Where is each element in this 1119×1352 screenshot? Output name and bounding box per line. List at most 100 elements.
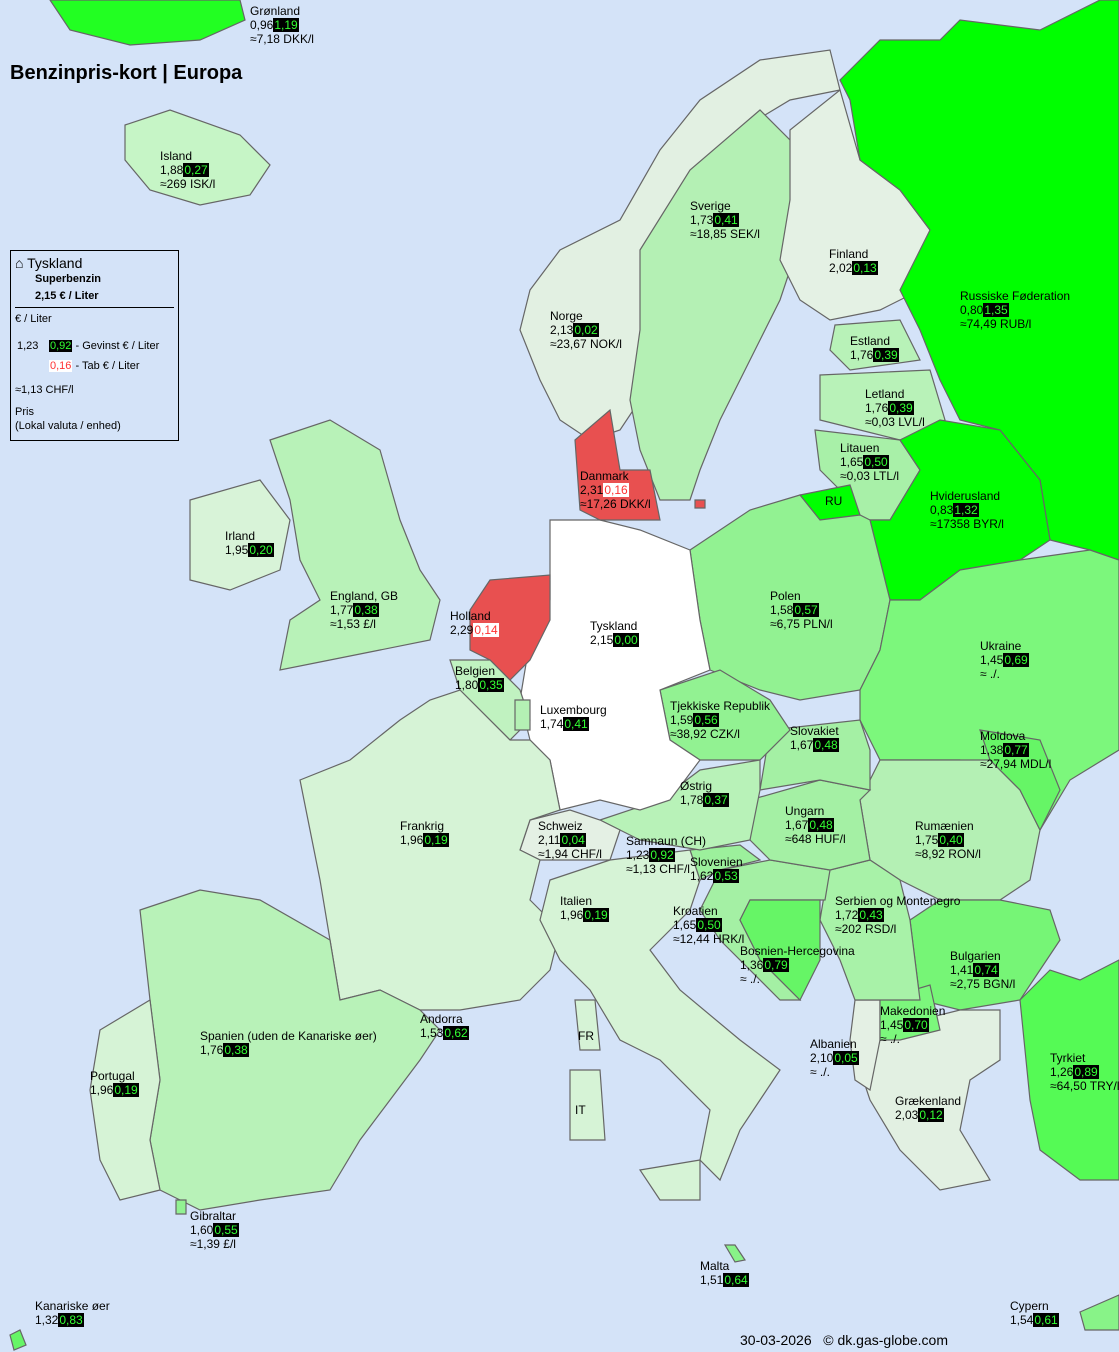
country-label: Frankrig 1,960,19	[400, 819, 449, 847]
price: 1,65	[840, 455, 864, 469]
price: 1,74	[540, 717, 564, 731]
country-label: Kanariske øer 1,320,83	[35, 1299, 110, 1327]
gain-badge: 0,39	[873, 348, 899, 362]
country-cypern[interactable]	[1079, 1294, 1119, 1331]
country-luxembourg[interactable]	[514, 699, 531, 731]
country-label: Finland 2,020,13	[829, 247, 878, 275]
country-name: Island	[160, 149, 193, 163]
legend-price: 2,15 € / Liter	[35, 290, 99, 302]
country-portugal[interactable]	[89, 999, 161, 1201]
country-name: Estland	[850, 334, 891, 348]
price-row: 1,230,92	[626, 848, 706, 862]
country-label: Tjekkiske Republik 1,590,56 ≈38,92 CZK/l	[670, 699, 770, 741]
country-label: Slovenien 1,620,53	[690, 855, 743, 883]
price: 1,26	[1050, 1065, 1074, 1079]
gain-badge: 0,05	[833, 1051, 859, 1065]
gain-badge: 0,64	[723, 1273, 749, 1287]
local-price: ≈38,92 CZK/l	[670, 727, 740, 741]
country-island[interactable]	[124, 109, 271, 206]
country-name: Bulgarien	[950, 949, 1001, 963]
gain-badge: 1,19	[273, 18, 299, 32]
country-grækenland[interactable]	[859, 1009, 1001, 1191]
country-italien[interactable]	[569, 1069, 606, 1141]
country-label: Portugal 1,960,19	[90, 1069, 139, 1097]
country-label: Polen 1,580,57 ≈6,75 PLN/l	[770, 589, 833, 631]
country-malta[interactable]	[723, 1244, 746, 1263]
country-bosnien-hercegovina[interactable]	[739, 899, 821, 1002]
country-name: Grækenland	[895, 1094, 962, 1108]
gain-badge: 0,04	[560, 833, 586, 847]
price: 1,77	[330, 603, 354, 617]
country-name: Samnaun (CH)	[626, 834, 707, 848]
local-price: ≈2,75 BGN/l	[950, 977, 1016, 991]
legend-gain-text: - Gevinst € / Liter	[75, 340, 160, 352]
local-price: ≈8,92 RON/l	[915, 847, 981, 861]
country-irland[interactable]	[189, 479, 291, 591]
country-label: England, GB 1,770,38 ≈1,53 £/l	[330, 589, 398, 631]
country-name: Ukraine	[980, 639, 1022, 653]
price: 1,38	[980, 743, 1004, 757]
country-name: Tyskland	[590, 619, 638, 633]
gain-badge: 0,69	[1003, 653, 1029, 667]
price-row: 1,580,57	[770, 603, 833, 617]
country-finland[interactable]	[779, 88, 931, 321]
country-label: Hviderusland 0,831,32 ≈17358 BYR/l	[930, 489, 1004, 531]
country-england-gb[interactable]	[269, 419, 441, 671]
country-label: Letland 1,760,39 ≈0,03 LVL/l	[865, 387, 925, 429]
price: 1,65	[673, 918, 697, 932]
country-name: Belgien	[455, 664, 496, 678]
price: 2,15	[590, 633, 614, 647]
local-price: ≈18,85 SEK/l	[690, 227, 760, 241]
country-name: Spanien (uden de Kanariske øer)	[200, 1029, 377, 1043]
country-name: Schweiz	[538, 819, 583, 833]
country-label: Rumænien 1,750,40 ≈8,92 RON/l	[915, 819, 981, 861]
local-price: ≈ ./.	[810, 1065, 830, 1079]
country-bulgarien[interactable]	[909, 899, 1061, 1011]
price: 1,75	[915, 833, 939, 847]
price-row: 2,020,13	[829, 261, 878, 275]
price: 1,76	[865, 401, 889, 415]
local-price: ≈1,53 £/l	[330, 617, 376, 631]
country-label: Italien 1,960,19	[560, 894, 609, 922]
country-name: Grønland	[250, 4, 301, 18]
country-moldova[interactable]	[979, 729, 1061, 832]
country-name: Slovenien	[690, 855, 743, 869]
local-price: ≈12,44 HRK/l	[673, 932, 745, 946]
country-italien[interactable]	[539, 849, 781, 1182]
gain-badge: 0,48	[813, 738, 839, 752]
country-name: Tyrkiet	[1050, 1051, 1086, 1065]
gain-badge: 0,43	[858, 908, 884, 922]
country-danmark[interactable]	[574, 408, 661, 521]
country-gibraltar[interactable]	[175, 1199, 187, 1215]
legend-price-label: Pris	[15, 406, 34, 418]
country-label: Andorra 1,530,62	[420, 1012, 469, 1040]
country-kanariske-øer[interactable]	[9, 1329, 27, 1351]
country-name: Bosnien-Hercegovina	[740, 944, 855, 958]
price: 1,76	[200, 1043, 224, 1057]
price: 1,51	[700, 1273, 724, 1287]
price: 1,59	[670, 713, 694, 727]
country-label: Makedonien 1,450,70 ≈ ./.	[880, 1004, 945, 1046]
country-tyrkiet[interactable]	[1019, 959, 1119, 1181]
country-sverige[interactable]	[629, 109, 801, 501]
country-label: Bosnien-Hercegovina 1,360,79 ≈ ./.	[740, 944, 855, 986]
country-italien[interactable]	[638, 1159, 701, 1201]
country-serbien-og-montenegro[interactable]	[819, 859, 921, 1001]
country-frankrig[interactable]	[299, 689, 561, 1011]
price-row: 0,961,19	[250, 18, 314, 32]
local-price: ≈0,03 LTL/l	[840, 469, 900, 483]
country-danmark[interactable]	[694, 499, 706, 509]
corsica-label: FR	[578, 1029, 594, 1043]
country-name: Slovakiet	[790, 724, 839, 738]
price-row: 1,320,83	[35, 1313, 110, 1327]
country-label: RU	[825, 494, 842, 508]
country-name: Litauen	[840, 441, 880, 455]
gain-badge: 0,12	[918, 1108, 944, 1122]
price-row: 1,450,70	[880, 1018, 945, 1032]
local-price: ≈1,13 CHF/l	[626, 862, 690, 876]
footer-copyright[interactable]: © dk.gas-globe.com	[823, 1332, 949, 1348]
country-grønland[interactable]	[49, 0, 246, 46]
country-frankrig[interactable]	[574, 999, 601, 1051]
country-label: Ukraine 1,450,69 ≈ ./.	[980, 639, 1029, 681]
gain-badge: 0,50	[863, 455, 889, 469]
